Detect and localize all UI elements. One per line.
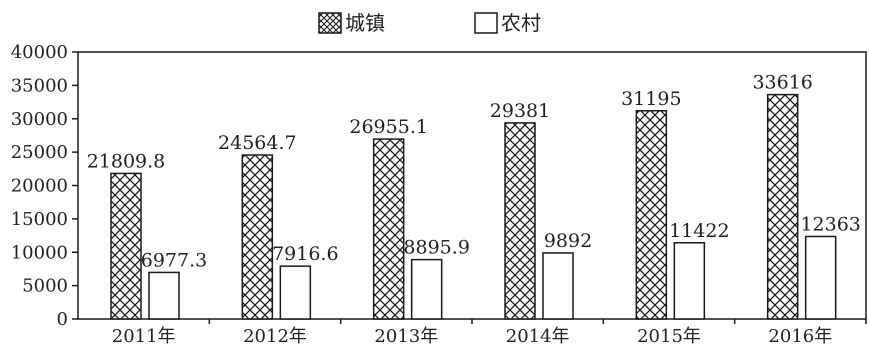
- bar-rural: [148, 271, 180, 320]
- x-category-label: 2012年: [243, 326, 307, 347]
- y-tick-label: 20000: [11, 176, 68, 197]
- value-label-urban: 21809.8: [87, 150, 166, 172]
- legend: 城镇 农村: [318, 11, 541, 35]
- value-label-rural: 9892: [544, 230, 592, 252]
- x-category-label: 2011年: [112, 326, 176, 347]
- value-label-urban: 24564.7: [218, 132, 297, 154]
- bar-urban: [635, 110, 668, 320]
- x-category-label: 2015年: [637, 326, 701, 347]
- legend-item-rural: 农村: [474, 11, 541, 35]
- y-tick-label: 40000: [11, 42, 68, 63]
- y-tick-label: 15000: [11, 209, 68, 230]
- bar-urban: [504, 122, 536, 320]
- value-label-urban: 29381: [490, 100, 550, 122]
- bar-rural: [804, 235, 837, 320]
- x-category-label: 2016年: [768, 326, 832, 347]
- y-axis: 0 5000 10000 15000 20000 25000 30000 35000 40000: [11, 42, 78, 330]
- y-tick-label: 5000: [22, 276, 68, 297]
- y-tick-label: 30000: [11, 109, 68, 130]
- legend-swatch-rural: [474, 12, 498, 34]
- value-label-rural: 11422: [669, 220, 729, 242]
- value-label-urban: 31195: [621, 88, 681, 110]
- value-label-urban: 26955.1: [349, 116, 428, 138]
- value-label-rural: 12363: [800, 213, 860, 235]
- bar-rural: [673, 242, 706, 320]
- legend-item-urban: 城镇: [318, 11, 385, 35]
- value-label-rural: 6977.3: [141, 249, 207, 271]
- value-labels: 21809.8 6977.3 24564.7 7916.6 26955.1 8895.9 2…: [87, 72, 861, 272]
- legend-label-rural: 农村: [501, 11, 541, 35]
- value-label-urban: 33616: [752, 72, 812, 94]
- bar-rural: [279, 265, 312, 320]
- plot-frame: [77, 51, 867, 320]
- legend-label-urban: 城镇: [345, 11, 385, 35]
- bar-urban: [372, 138, 405, 320]
- y-tick-label: 10000: [11, 242, 68, 263]
- y-tick-label: 25000: [11, 142, 68, 163]
- y-tick-label: 35000: [11, 75, 68, 96]
- x-category-label: 2013年: [374, 326, 438, 347]
- value-label-rural: 7916.6: [272, 243, 338, 265]
- bar-urban: [766, 93, 799, 320]
- x-category-label: 2014年: [506, 326, 570, 347]
- bar-rural: [410, 258, 443, 320]
- value-label-rural: 8895.9: [403, 237, 469, 259]
- bar-urban: [241, 154, 274, 320]
- legend-swatch-urban: [318, 12, 342, 34]
- plot-border: [77, 51, 867, 320]
- x-axis: 2011年 2012年 2013年 2014年 2015年 2016年: [112, 319, 867, 347]
- bars: [110, 93, 837, 320]
- bar-urban: [110, 172, 142, 320]
- y-tick-label: 0: [57, 309, 68, 330]
- bar-rural: [542, 252, 574, 320]
